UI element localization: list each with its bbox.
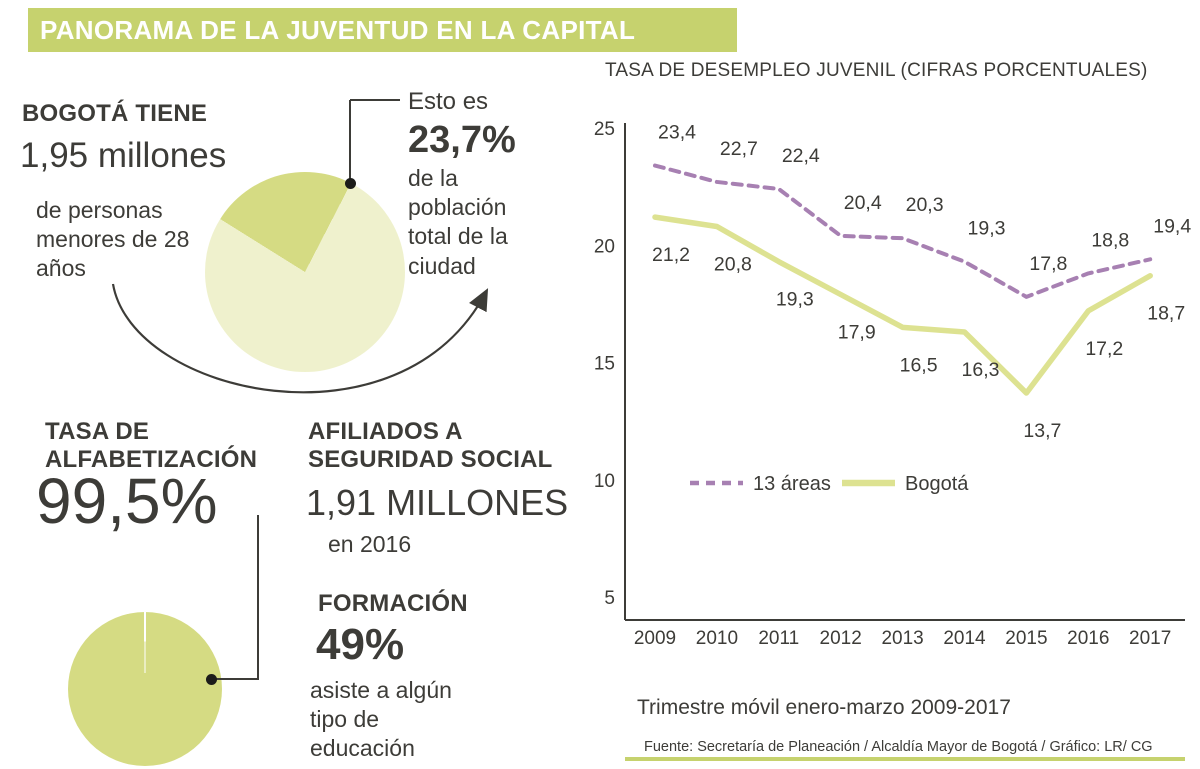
data-label: 19,3 <box>968 218 1006 240</box>
x-tick-label: 2013 <box>881 628 923 649</box>
x-tick-label: 2009 <box>634 628 676 649</box>
education-description: asiste a algún tipo de educación <box>310 677 452 762</box>
y-tick-label: 20 <box>594 236 615 257</box>
x-tick-label: 2017 <box>1129 628 1171 649</box>
literacy-pie <box>68 612 222 766</box>
callout-intro: Esto es <box>408 88 489 115</box>
chart-note: Trimestre móvil enero-marzo 2009-2017 <box>637 696 1011 719</box>
data-label: 17,9 <box>838 321 876 343</box>
chart-title: TASA DE DESEMPLEO JUVENIL (CIFRAS PORCEN… <box>605 60 1148 81</box>
y-tick-label: 10 <box>594 471 615 492</box>
data-label: 16,3 <box>962 359 1000 381</box>
population-pie <box>205 172 405 372</box>
callout-line-vertical <box>349 100 351 184</box>
data-label: 22,4 <box>782 145 820 167</box>
callout-line-horizontal <box>350 99 400 101</box>
curved-arrow <box>111 283 489 394</box>
data-label: 13,7 <box>1023 420 1061 442</box>
data-label: 16,5 <box>900 354 938 376</box>
x-tick-label: 2011 <box>758 628 799 649</box>
education-value: 49% <box>316 620 405 669</box>
bottom-accent-rule <box>625 757 1185 761</box>
data-label: 18,7 <box>1147 303 1185 325</box>
callout-value: 23,7% <box>408 119 516 161</box>
y-tick-label: 25 <box>594 119 615 140</box>
legend-label-bogota: Bogotá <box>905 473 969 495</box>
population-description: de personas menores de 28 años <box>36 197 190 282</box>
callout-dot <box>345 178 356 189</box>
data-label: 20,8 <box>714 253 752 275</box>
population-heading: BOGOTÁ TIENE <box>22 100 208 127</box>
data-label: 19,3 <box>776 289 814 311</box>
literacy-line-vertical <box>257 515 259 680</box>
population-callout: Esto es 23,7% de la población total de l… <box>408 88 530 281</box>
data-label: 23,4 <box>658 122 696 144</box>
literacy-line-horizontal <box>211 678 259 680</box>
y-tick-label: 15 <box>594 354 615 375</box>
education-heading: FORMACIÓN <box>318 590 468 617</box>
data-label: 19,4 <box>1153 215 1191 237</box>
page-title: PANORAMA DE LA JUVENTUD EN LA CAPITAL <box>40 14 636 45</box>
x-tick-label: 2010 <box>696 628 738 649</box>
social-security-period: en 2016 <box>328 531 412 557</box>
series-line-bogota <box>652 214 1153 396</box>
social-security-value: 1,91 MILLONES <box>306 482 569 523</box>
legend-label-13-areas: 13 áreas <box>753 473 831 495</box>
data-label: 20,4 <box>844 192 882 214</box>
series-line-13-areas <box>653 163 1153 299</box>
header-bar: PANORAMA DE LA JUVENTUD EN LA CAPITAL <box>28 8 737 52</box>
curved-arrow-path <box>111 283 489 394</box>
population-value: 1,95 millones <box>20 136 227 175</box>
data-label: 17,2 <box>1085 338 1123 360</box>
x-tick-label: 2014 <box>943 628 986 649</box>
data-label: 17,8 <box>1029 253 1067 275</box>
chart-source: Fuente: Secretaría de Planeación / Alcal… <box>644 739 1153 755</box>
x-tick-label: 2016 <box>1067 628 1109 649</box>
callout-description: de la población total de la ciudad <box>408 165 508 279</box>
literacy-heading: TASA DE ALFABETIZACIÓN <box>45 418 258 474</box>
social-security-heading: AFILIADOS A SEGURIDAD SOCIAL <box>308 418 553 474</box>
data-label: 18,8 <box>1091 229 1129 251</box>
literacy-dot <box>206 674 217 685</box>
data-label: 20,3 <box>906 194 944 216</box>
data-label: 21,2 <box>652 244 690 266</box>
x-tick-label: 2015 <box>1005 628 1047 649</box>
y-tick-label: 5 <box>604 588 615 609</box>
x-tick-label: 2012 <box>820 628 862 649</box>
literacy-value: 99,5% <box>36 465 218 537</box>
data-label: 22,7 <box>720 138 758 160</box>
